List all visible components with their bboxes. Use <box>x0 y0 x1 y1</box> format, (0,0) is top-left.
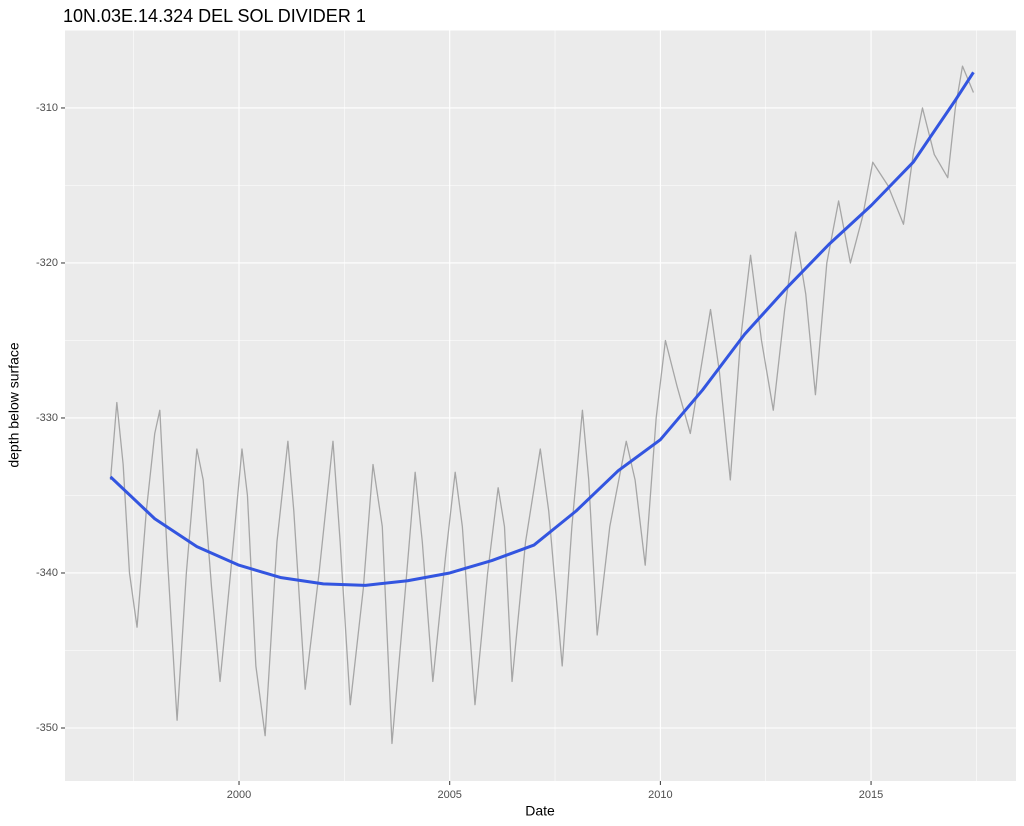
x-tick-label: 2015 <box>859 789 883 801</box>
chart-title: 10N.03E.14.324 DEL SOL DIVIDER 1 <box>63 6 366 26</box>
y-tick-label: -350 <box>36 722 58 734</box>
trend-line <box>109 71 975 587</box>
x-axis-title: Date <box>525 803 555 819</box>
y-tick-label: -330 <box>36 412 58 424</box>
y-axis-title: depth below surface <box>6 342 22 468</box>
y-tick-label: -310 <box>36 102 58 114</box>
x-tick-label: 2005 <box>437 789 461 801</box>
plot-background <box>65 30 1016 781</box>
y-tick-label: -320 <box>36 257 58 269</box>
x-tick-label: 2000 <box>227 789 251 801</box>
data-line <box>109 65 975 745</box>
x-tick-label: 2010 <box>648 789 672 801</box>
y-tick-label: -340 <box>36 567 58 579</box>
